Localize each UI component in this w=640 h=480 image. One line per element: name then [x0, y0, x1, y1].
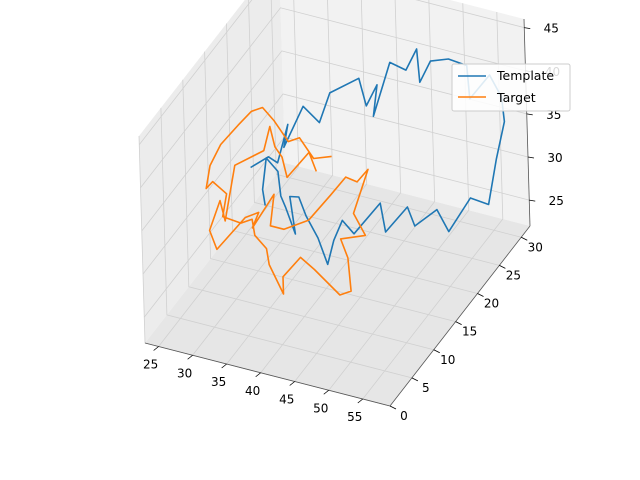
tick-label-y: 5 [422, 381, 430, 395]
tick-x [153, 346, 159, 351]
axis-edge [389, 225, 531, 407]
tick-y [477, 293, 484, 297]
tick-y [521, 236, 528, 241]
tick-y [499, 265, 506, 269]
tick-label-z: 45 [544, 22, 559, 36]
series-lines [205, 48, 506, 296]
gridline-x [260, 0, 402, 374]
gridline-y [160, 107, 412, 379]
axis-edge [144, 342, 391, 407]
tick-label-y: 10 [440, 353, 455, 367]
tick-label-x: 25 [143, 358, 158, 372]
tick-label-x: 30 [177, 366, 192, 380]
gridline-y [204, 51, 456, 322]
gridline-y [182, 79, 434, 351]
tick-y [433, 349, 440, 354]
tick-z [524, 27, 531, 30]
axes-edges [144, 18, 531, 407]
tick-label-x: 40 [245, 384, 260, 398]
legend-label-template: Template [496, 68, 554, 83]
gridline-y [226, 23, 478, 294]
tick-z [529, 199, 536, 202]
series-line-template [250, 48, 506, 266]
tick-x [357, 398, 364, 404]
tick-x [323, 389, 329, 395]
gridline-x [294, 0, 436, 382]
tick-label-y: 30 [528, 240, 543, 254]
tick-y [411, 377, 419, 382]
tick-label-z: 30 [547, 151, 562, 165]
tick-x [255, 372, 261, 378]
tick-x [221, 363, 227, 369]
gridline-z [140, 7, 526, 189]
pane-left [139, 0, 285, 343]
tick-label-y: 20 [484, 297, 499, 311]
legend[interactable]: Template Target [451, 63, 571, 112]
gridline-z [138, 0, 525, 145]
tick-label-y: 15 [462, 325, 477, 339]
legend-label-target: Target [496, 90, 536, 105]
gridline-x [158, 0, 300, 347]
gridline-z [141, 50, 527, 232]
gridline-x [226, 0, 368, 365]
tick-label-y: 25 [506, 268, 521, 282]
series-line-target [205, 106, 369, 296]
tick-z [527, 156, 535, 159]
gridline-y [248, 0, 500, 266]
tick-y [389, 405, 397, 410]
gridline-z [142, 93, 529, 275]
tick-label-y: 0 [400, 409, 408, 423]
tick-label-z: 25 [549, 194, 564, 208]
gridline-x [192, 0, 334, 356]
axes-panes [139, 0, 530, 406]
tick-x [289, 381, 295, 386]
tick-label-x: 50 [313, 401, 328, 415]
tick-y [455, 321, 462, 325]
tick-z [526, 113, 533, 116]
tick-label-x: 45 [279, 393, 294, 407]
tick-x [187, 354, 193, 360]
tick-label-x: 35 [211, 375, 226, 389]
axis-edge [523, 18, 531, 227]
tick-label-x: 55 [347, 410, 362, 424]
